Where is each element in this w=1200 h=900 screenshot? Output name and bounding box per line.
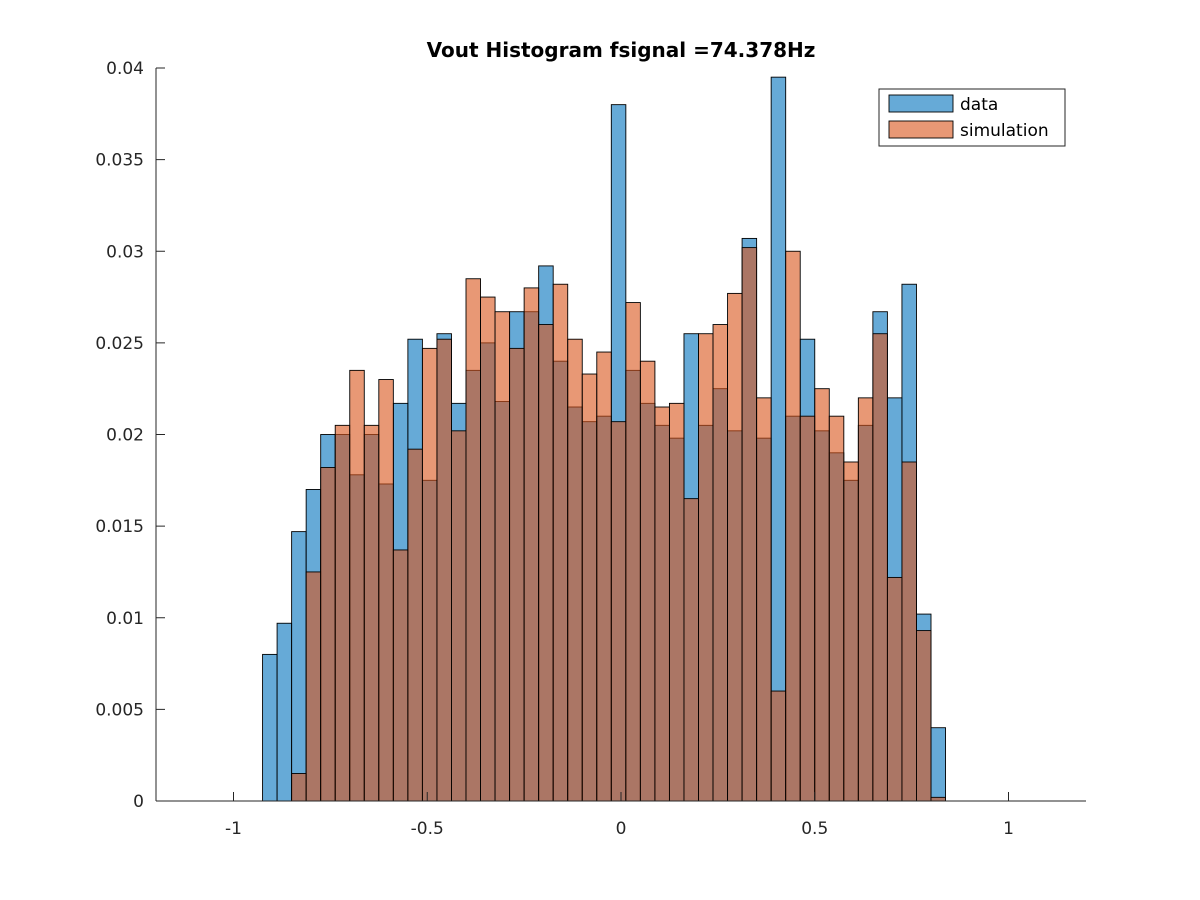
simulation-bar (291, 773, 307, 802)
simulation-bar (872, 333, 888, 802)
y-tick-label: 0.01 (106, 609, 144, 629)
simulation-bar (349, 369, 365, 802)
legend: data simulation (878, 88, 1066, 147)
simulation-bar (523, 287, 540, 802)
simulation-bar (843, 461, 859, 802)
simulation-bar (363, 424, 380, 802)
simulation-bar (421, 347, 438, 802)
simulation-bar (683, 498, 699, 802)
y-tick-label: 0 (133, 792, 144, 812)
data-bar (262, 653, 278, 802)
simulation-bar (654, 406, 670, 802)
simulation-bar (596, 351, 612, 802)
x-tick-label: -1 (225, 819, 242, 839)
simulation-bar (320, 467, 336, 802)
simulation-bar (814, 388, 830, 802)
simulation-bar (378, 379, 394, 802)
simulation-bar (785, 250, 801, 802)
simulation-bar (930, 796, 946, 802)
simulation-bar (799, 415, 816, 802)
y-tick-label: 0.03 (106, 242, 144, 262)
y-tick-label: 0.02 (106, 426, 144, 446)
simulation-bar (770, 690, 787, 802)
x-tick-label: -0.5 (411, 819, 444, 839)
legend-label-data: data (960, 95, 998, 115)
simulation-bar (727, 292, 743, 802)
legend-swatch-data (888, 94, 954, 113)
simulation-bar (886, 576, 903, 802)
simulation-bar (712, 324, 729, 802)
simulation-bar (480, 296, 496, 802)
y-tick-label: 0.015 (95, 517, 144, 537)
x-tick-label: 0.5 (801, 819, 828, 839)
simulation-bar (334, 424, 351, 802)
simulation-bar (668, 402, 685, 802)
simulation-bar (901, 461, 917, 802)
y-tick-label: 0.025 (95, 334, 144, 354)
simulation-bar (639, 360, 656, 802)
simulation-bar (465, 278, 481, 802)
simulation-bar (567, 338, 583, 802)
simulation-bar (494, 311, 511, 802)
data-bar (930, 727, 946, 802)
x-tick-label: 1 (1003, 819, 1014, 839)
simulation-bar (392, 549, 409, 802)
axes-layer: 0 0.005 0.01 0.015 0.02 0.025 0.03 0.035 0.04 -1 -… (95, 59, 1086, 839)
simulation-bar (552, 283, 569, 802)
simulation-bar (828, 415, 845, 802)
simulation-bar (857, 397, 874, 802)
simulation-bar (451, 430, 467, 802)
simulation-bar (436, 338, 452, 802)
y-tick-label: 0.04 (106, 59, 144, 79)
simulation-bar (916, 630, 932, 802)
simulation-bar (538, 324, 554, 802)
simulation-bar (610, 421, 627, 802)
simulation-bar (625, 302, 641, 802)
series-simulation (291, 247, 946, 802)
data-bar (291, 531, 307, 802)
simulation-bar (741, 247, 758, 802)
simulation-bar (581, 373, 598, 802)
y-tick-label: 0.035 (95, 151, 144, 171)
simulation-bar (407, 448, 423, 802)
x-tick-label: 0 (616, 819, 627, 839)
y-tick-label: 0.005 (95, 700, 144, 720)
chart-title: Vout Histogram fsignal =74.378Hz (427, 38, 816, 62)
simulation-bar (698, 333, 714, 802)
legend-swatch-simulation (888, 120, 954, 139)
simulation-bar (509, 347, 525, 802)
data-bar (276, 622, 293, 802)
legend-label-simulation: simulation (960, 121, 1049, 141)
simulation-bar (305, 571, 322, 802)
simulation-bar (756, 397, 772, 802)
